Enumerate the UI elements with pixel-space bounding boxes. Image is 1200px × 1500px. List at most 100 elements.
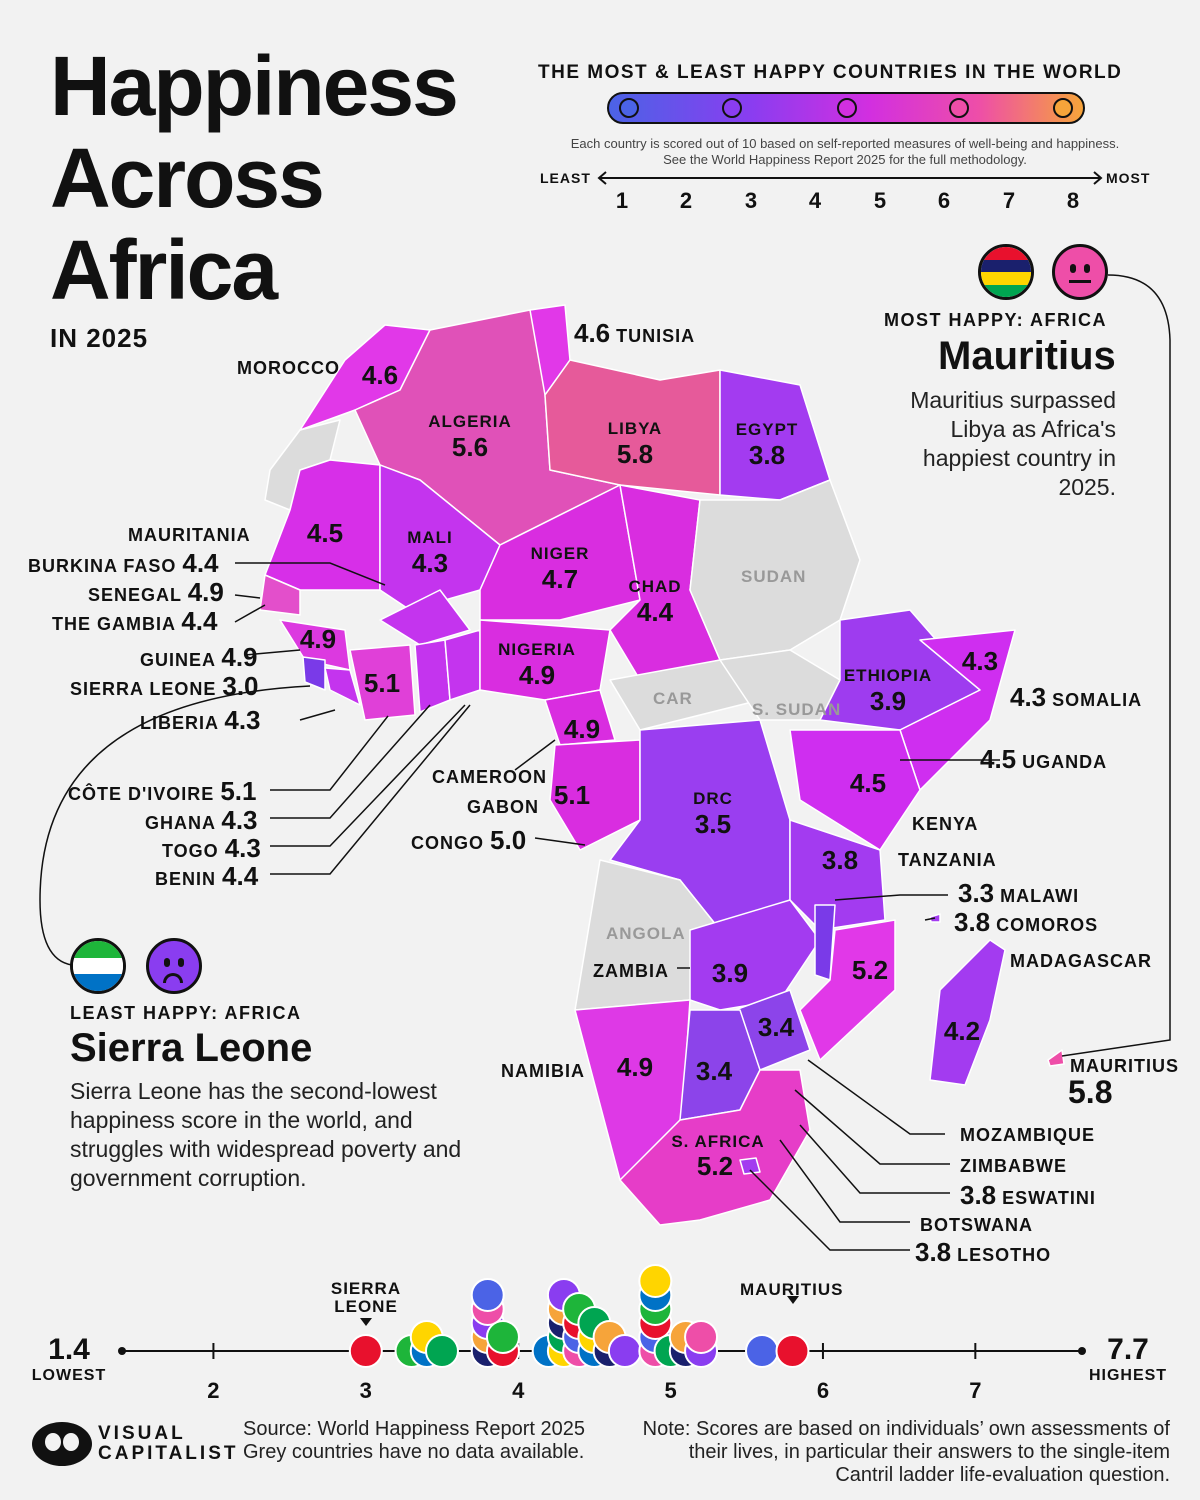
mauritius-value: 5.8 xyxy=(1068,1074,1113,1110)
chad-label: CHAD xyxy=(628,577,682,596)
country-gabon-congo xyxy=(549,739,641,851)
egypt-value: 3.8 xyxy=(748,440,786,470)
benin-label: BENIN 4.4 xyxy=(155,861,258,892)
most-happy-text: Mauritius surpassed Libya as Africa's ha… xyxy=(910,387,1116,500)
country-score-dot xyxy=(775,1334,810,1368)
ghana-value: 4.3 xyxy=(221,805,258,835)
guinea-value: 4.9 xyxy=(221,642,258,672)
liberia-name: LIBERIA xyxy=(140,713,219,733)
sierra-leone-label: SIERRA LEONE 3.0 xyxy=(70,671,259,702)
zimbabwe-value: 3.4 xyxy=(757,1012,795,1042)
mauritius-flag-icon xyxy=(978,244,1034,300)
scale-arrow xyxy=(597,171,1103,185)
country-burkina-faso xyxy=(379,589,471,646)
somalia-map-value: 4.3 xyxy=(961,646,999,676)
least-happy-heading: LEAST HAPPY: AFRICA xyxy=(70,1003,302,1023)
senegal-name: SENEGAL xyxy=(88,585,182,605)
visual-capitalist-logo-icon xyxy=(32,1422,92,1466)
axis-tick-label: 2 xyxy=(207,1378,220,1403)
guinea-name: GUINEA xyxy=(140,650,216,670)
country-score-dot xyxy=(485,1320,520,1354)
ghana-label: GHANA 4.3 xyxy=(145,805,258,836)
togo-value: 4.3 xyxy=(224,833,261,863)
sudan-label: SUDAN xyxy=(741,567,807,586)
somalia-label: 4.3 SOMALIA xyxy=(1010,682,1142,713)
least-happy-text: Sierra Leone has the second-lowest happi… xyxy=(70,1078,462,1191)
axis-callout-sierra-leone: SIERRA LEONE xyxy=(330,1279,402,1316)
guinea-label: GUINEA 4.9 xyxy=(140,642,258,673)
eswatini-label: 3.8 ESWATINI xyxy=(960,1180,1096,1211)
the-gambia-value: 4.4 xyxy=(181,606,218,636)
drc-value: 3.5 xyxy=(694,809,732,839)
gabon-value: 5.1 xyxy=(553,780,591,810)
zambia-label: ZAMBIA xyxy=(593,961,669,981)
cameroon-value: 4.9 xyxy=(563,714,601,744)
title-line-1: Happiness xyxy=(50,39,459,133)
axis-lowest-label: LOWEST xyxy=(31,1367,107,1384)
country-score-dot xyxy=(684,1320,719,1354)
scale-number: 5 xyxy=(873,188,887,213)
source-text: Source: World Happiness Report 2025 xyxy=(243,1418,586,1440)
callout-high-arrow xyxy=(787,1296,799,1304)
ethiopia-value: 3.9 xyxy=(869,686,907,716)
country-togo-benin xyxy=(444,629,481,701)
somalia-name: SOMALIA xyxy=(1052,690,1143,710)
mali-label: MALI xyxy=(407,528,453,547)
scale-number: 4 xyxy=(808,188,822,213)
axis-highest-value: 7.7 xyxy=(1107,1333,1149,1366)
country-mozambique xyxy=(799,919,896,1061)
algeria-label: ALGERIA xyxy=(428,412,512,431)
congo-value: 5.0 xyxy=(490,825,527,855)
cote-divoire-label: CÔTE D'IVOIRE 5.1 xyxy=(68,776,256,807)
country-cote-divoire xyxy=(349,644,416,721)
country-madagascar xyxy=(929,939,1006,1086)
page-subtitle: IN 2025 xyxy=(50,323,149,353)
axis-tick-label: 3 xyxy=(359,1378,372,1403)
scale-number: 6 xyxy=(937,188,951,213)
sierra-leone-value: 3.0 xyxy=(222,671,259,701)
country-ghana xyxy=(414,639,451,713)
uganda-value: 4.5 xyxy=(980,744,1017,774)
sierra-leone-flag-icon xyxy=(70,938,126,994)
country-score-dot xyxy=(607,1334,642,1368)
madagascar-label: MADAGASCAR xyxy=(1010,951,1152,971)
car-label: CAR xyxy=(653,689,693,708)
botswana-value: 3.4 xyxy=(695,1056,733,1086)
country-score-dot xyxy=(470,1278,505,1312)
country-lesotho xyxy=(739,1157,761,1175)
brand-name: VISUAL CAPITALIST xyxy=(98,1424,238,1464)
mauritania-label: MAURITANIA xyxy=(128,525,251,545)
callout-low-arrow xyxy=(360,1318,372,1326)
south-africa-value: 5.2 xyxy=(696,1151,734,1181)
country-score-dot xyxy=(745,1334,779,1368)
egypt-label: EGYPT xyxy=(735,420,799,439)
tunisia-name: TUNISIA xyxy=(616,326,696,346)
kenya-value: 4.5 xyxy=(849,768,887,798)
axis-tick-label: 7 xyxy=(969,1378,982,1403)
madagascar-value: 4.2 xyxy=(943,1016,981,1046)
eswatini-value: 3.8 xyxy=(960,1180,997,1210)
burkina-faso-name: BURKINA FASO xyxy=(28,556,177,576)
country-south-africa xyxy=(619,1069,811,1226)
liberia-label: LIBERIA 4.3 xyxy=(140,705,261,736)
country-liberia xyxy=(324,667,361,706)
the-gambia-name: THE GAMBIA xyxy=(52,614,176,634)
mozambique-value: 5.2 xyxy=(851,955,889,985)
algeria-value: 5.6 xyxy=(451,432,489,462)
somalia-value: 4.3 xyxy=(1010,682,1047,712)
congo-name: CONGO xyxy=(411,833,485,853)
malawi-name: MALAWI xyxy=(1000,886,1080,906)
source-note: Source: World Happiness Report 2025 Grey… xyxy=(243,1418,585,1464)
namibia-label: NAMIBIA xyxy=(501,1061,585,1081)
country-tanzania xyxy=(789,819,886,931)
ghana-name: GHANA xyxy=(145,813,216,833)
nigeria-value: 4.9 xyxy=(518,660,556,690)
sierra-leone-name: SIERRA LEONE xyxy=(70,679,217,699)
axis-tick-label: 4 xyxy=(512,1378,525,1403)
page-title: Happiness Across Africa xyxy=(50,39,459,316)
cote-divoire-map-value: 5.1 xyxy=(363,668,401,698)
most-happy-country: Mauritius xyxy=(938,334,1116,378)
the-gambia-label: THE GAMBIA 4.4 xyxy=(52,606,218,637)
drc-label: DRC xyxy=(693,789,733,808)
